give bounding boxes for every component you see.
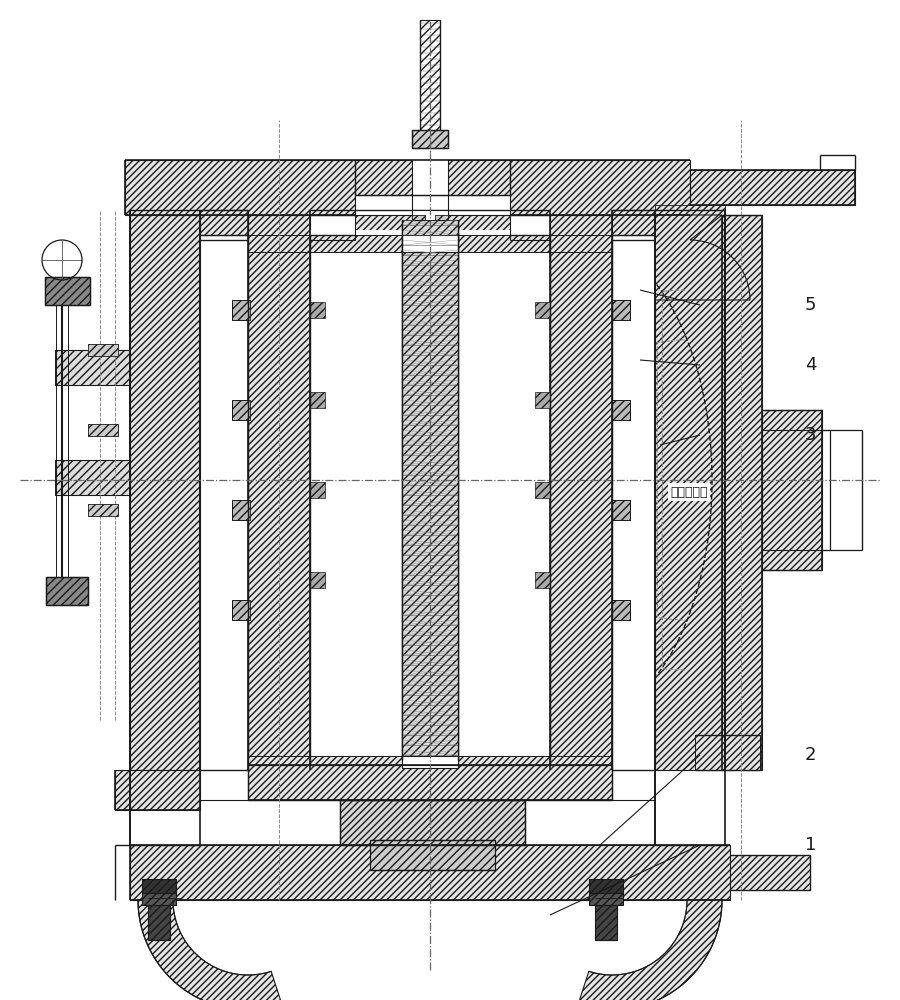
Bar	[115, 770, 200, 810]
Bar	[402, 756, 458, 768]
Bar	[88, 424, 118, 436]
Bar	[310, 482, 325, 498]
Bar	[232, 400, 250, 420]
Bar	[722, 215, 762, 770]
Bar	[310, 230, 550, 760]
Bar	[612, 300, 630, 320]
Text: 2: 2	[805, 746, 816, 764]
Bar	[550, 235, 612, 252]
Bar	[412, 210, 448, 235]
Bar	[550, 215, 612, 770]
Bar	[232, 500, 250, 520]
Bar	[730, 855, 810, 890]
Bar	[232, 600, 250, 620]
Bar	[402, 220, 458, 760]
Bar	[595, 898, 617, 940]
Text: 进汽中心线: 进汽中心线	[670, 486, 707, 498]
Bar	[355, 195, 510, 215]
Bar	[46, 577, 88, 605]
Bar	[248, 765, 612, 800]
Bar	[535, 572, 550, 588]
Bar	[655, 205, 725, 215]
Bar	[340, 800, 525, 845]
Polygon shape	[138, 900, 282, 1000]
Bar	[55, 460, 130, 495]
Bar	[88, 504, 118, 516]
Bar	[762, 410, 822, 570]
Bar	[88, 344, 118, 356]
Polygon shape	[578, 900, 722, 1000]
Text: 4: 4	[805, 356, 816, 374]
Polygon shape	[655, 215, 750, 300]
Bar	[45, 277, 90, 305]
Bar	[412, 160, 448, 215]
Bar	[232, 300, 250, 320]
Bar	[148, 898, 170, 940]
Bar	[435, 215, 448, 235]
Bar	[88, 424, 118, 436]
Bar	[310, 235, 550, 252]
Bar	[420, 20, 440, 130]
Bar	[88, 344, 118, 356]
Bar	[690, 170, 855, 205]
Bar	[370, 840, 495, 870]
Bar	[130, 845, 730, 900]
Bar	[655, 215, 725, 770]
Bar	[535, 302, 550, 318]
Bar	[248, 756, 612, 768]
Bar	[125, 160, 690, 215]
Text: 1: 1	[805, 836, 816, 854]
Bar	[248, 215, 310, 770]
Bar	[589, 879, 623, 893]
Bar	[612, 600, 630, 620]
Text: 5: 5	[805, 296, 816, 314]
Bar	[589, 893, 623, 905]
Bar	[695, 735, 760, 770]
Bar	[412, 215, 425, 235]
Bar	[248, 235, 310, 252]
Bar	[535, 482, 550, 498]
Bar	[402, 235, 458, 252]
Bar	[412, 130, 448, 148]
Bar	[612, 500, 630, 520]
Bar	[130, 215, 200, 770]
Bar	[612, 210, 655, 235]
Bar	[535, 392, 550, 408]
Bar	[310, 392, 325, 408]
Bar	[612, 210, 655, 215]
Bar	[142, 879, 176, 893]
Bar	[55, 350, 130, 385]
Bar	[402, 220, 458, 760]
Bar	[612, 400, 630, 420]
Text: 3: 3	[805, 426, 816, 444]
Bar	[142, 893, 176, 905]
Bar	[355, 210, 510, 235]
Bar	[200, 210, 248, 215]
Bar	[310, 572, 325, 588]
Bar	[88, 504, 118, 516]
Bar	[200, 210, 248, 235]
Bar	[310, 302, 325, 318]
